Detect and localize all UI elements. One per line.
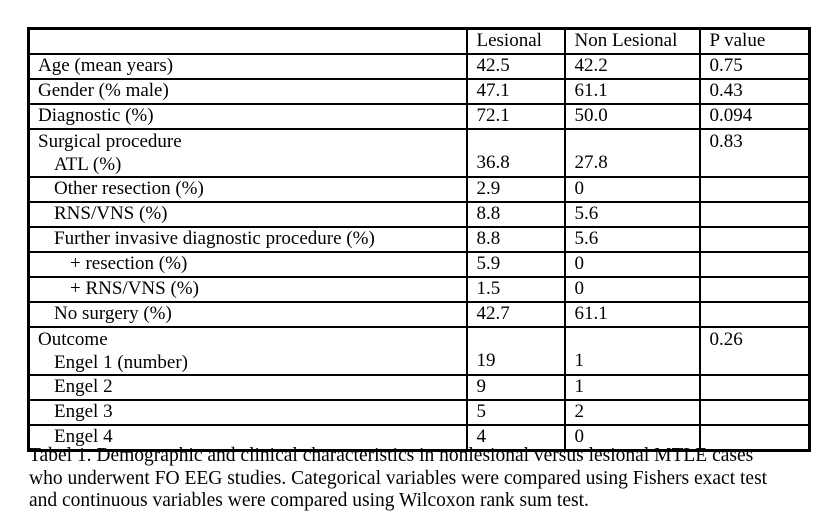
cell-non-lesional: 61.1 xyxy=(563,301,701,328)
table-row-engel-3: Engel 3 5 2 xyxy=(27,399,811,426)
cell-p-value xyxy=(698,251,811,278)
demographics-table: Lesional Non Lesional P value Age (mean … xyxy=(27,27,811,452)
cell-p-value: 0.83 xyxy=(698,128,811,178)
row-label: Other resection (%) xyxy=(27,176,468,203)
cell-non-lesional: 27.8 xyxy=(563,128,701,178)
table-caption: Tabel 1. Demographic and clinical charac… xyxy=(29,445,799,513)
cell-non-lesional: 5.6 xyxy=(563,226,701,253)
row-label: Engel 2 xyxy=(27,374,468,401)
table-row-outcome-engel-1: Outcome Engel 1 (number) 19 1 0.26 xyxy=(27,326,811,376)
table-row-age: Age (mean years) 42.5 42.2 0.75 xyxy=(27,53,811,80)
cell-p-value xyxy=(698,176,811,203)
cell-non-lesional: 42.2 xyxy=(563,53,701,80)
column-header-p-value: P value xyxy=(698,27,811,55)
table-row-no-surgery: No surgery (%) 42.7 61.1 xyxy=(27,301,811,328)
cell-p-value xyxy=(698,424,811,452)
cell-non-lesional: 1 xyxy=(563,326,701,376)
cell-p-value: 0.094 xyxy=(698,103,811,130)
cell-non-lesional: 0 xyxy=(563,176,701,203)
cell-non-lesional: 0 xyxy=(563,276,701,303)
table-row-further-invasive: Further invasive diagnostic procedure (%… xyxy=(27,226,811,253)
row-label: + RNS/VNS (%) xyxy=(27,276,468,303)
cell-non-lesional: 5.6 xyxy=(563,201,701,228)
row-label: Outcome Engel 1 (number) xyxy=(27,326,468,376)
cell-lesional: 36.8 xyxy=(465,128,566,178)
cell-lesional: 2.9 xyxy=(465,176,566,203)
cell-p-value xyxy=(698,301,811,328)
row-label: Gender (% male) xyxy=(27,78,468,105)
cell-p-value xyxy=(698,276,811,303)
row-label: Further invasive diagnostic procedure (%… xyxy=(27,226,468,253)
row-label: Engel 4 xyxy=(27,424,468,452)
cell-p-value xyxy=(698,374,811,401)
cell-non-lesional: 0 xyxy=(563,424,701,452)
cell-non-lesional: 0 xyxy=(563,251,701,278)
row-label: Diagnostic (%) xyxy=(27,103,468,130)
cell-non-lesional: 61.1 xyxy=(563,78,701,105)
cell-lesional: 72.1 xyxy=(465,103,566,130)
cell-p-value: 0.26 xyxy=(698,326,811,376)
cell-lesional: 1.5 xyxy=(465,276,566,303)
table-row-gender: Gender (% male) 47.1 61.1 0.43 xyxy=(27,78,811,105)
cell-lesional: 9 xyxy=(465,374,566,401)
cell-non-lesional: 1 xyxy=(563,374,701,401)
cell-p-value xyxy=(698,399,811,426)
table-row-engel-4: Engel 4 4 0 xyxy=(27,424,811,452)
table-row-rns-vns: RNS/VNS (%) 8.8 5.6 xyxy=(27,201,811,228)
cell-non-lesional: 50.0 xyxy=(563,103,701,130)
table-row-other-resection: Other resection (%) 2.9 0 xyxy=(27,176,811,203)
table-row-diagnostic: Diagnostic (%) 72.1 50.0 0.094 xyxy=(27,103,811,130)
cell-p-value xyxy=(698,226,811,253)
cell-lesional: 47.1 xyxy=(465,78,566,105)
row-label: No surgery (%) xyxy=(27,301,468,328)
cell-lesional: 19 xyxy=(465,326,566,376)
row-label: + resection (%) xyxy=(27,251,468,278)
caption-line: who underwent FO EEG studies. Categorica… xyxy=(29,467,768,489)
row-label: Age (mean years) xyxy=(27,53,468,80)
column-header-non-lesional: Non Lesional xyxy=(563,27,701,55)
table-row-surgical-procedure-atl: Surgical procedure ATL (%) 36.8 27.8 0.8… xyxy=(27,128,811,178)
sub-label: ATL (%) xyxy=(54,154,122,175)
header-row: Lesional Non Lesional P value xyxy=(27,27,811,55)
column-header-lesional: Lesional xyxy=(465,27,566,55)
cell-lesional: 8.8 xyxy=(465,226,566,253)
group-label: Outcome xyxy=(38,329,108,350)
table-row-engel-2: Engel 2 9 1 xyxy=(27,374,811,401)
cell-p-value xyxy=(698,201,811,228)
cell-non-lesional: 2 xyxy=(563,399,701,426)
row-label: RNS/VNS (%) xyxy=(27,201,468,228)
row-label: Engel 3 xyxy=(27,399,468,426)
caption-line: Tabel 1. Demographic and clinical charac… xyxy=(29,445,754,466)
group-label: Surgical procedure xyxy=(38,131,182,152)
cell-lesional: 4 xyxy=(465,424,566,452)
cell-p-value: 0.43 xyxy=(698,78,811,105)
cell-lesional: 42.5 xyxy=(465,53,566,80)
cell-lesional: 8.8 xyxy=(465,201,566,228)
column-header-empty xyxy=(27,27,468,55)
cell-p-value: 0.75 xyxy=(698,53,811,80)
row-label: Surgical procedure ATL (%) xyxy=(27,128,468,178)
table-row-plus-resection: + resection (%) 5.9 0 xyxy=(27,251,811,278)
cell-lesional: 5.9 xyxy=(465,251,566,278)
cell-lesional: 5 xyxy=(465,399,566,426)
cell-lesional: 42.7 xyxy=(465,301,566,328)
table-row-plus-rns-vns: + RNS/VNS (%) 1.5 0 xyxy=(27,276,811,303)
sub-label: Engel 1 (number) xyxy=(54,352,189,373)
caption-line: and continuous variables were compared u… xyxy=(29,490,589,511)
